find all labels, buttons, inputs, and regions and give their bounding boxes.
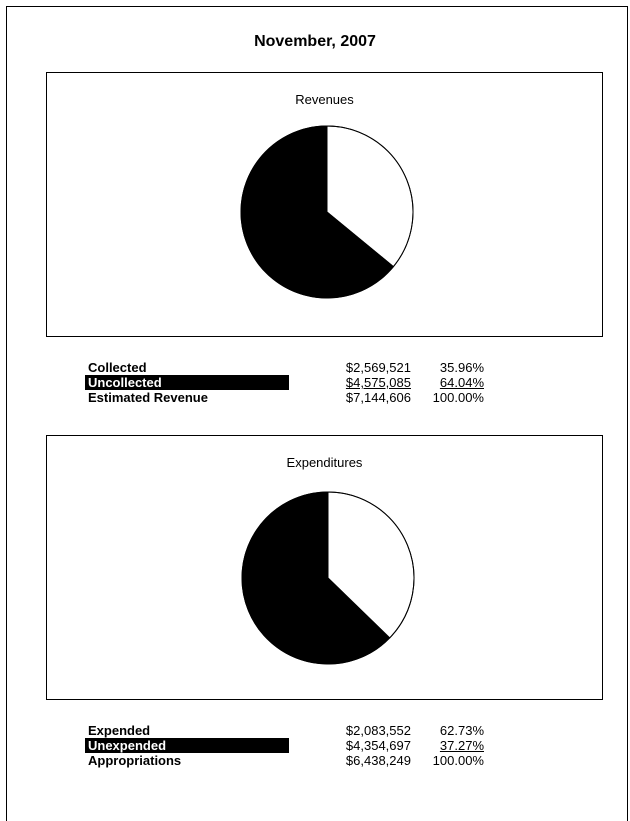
row-label: Appropriations <box>88 753 182 768</box>
row-amount: $6,438,249 <box>345 753 411 768</box>
row-amount: $2,569,521 <box>345 360 411 375</box>
row-percent: 100.00% <box>432 390 484 405</box>
row-label: Unexpended <box>85 738 289 753</box>
row-percent: 64.04% <box>439 375 484 390</box>
row-amount: $4,354,697 <box>345 738 411 753</box>
row-label: Collected <box>88 360 147 375</box>
expenditures-chart-title: Expenditures <box>286 455 363 470</box>
report-title: November, 2007 <box>254 33 376 50</box>
summary-row-estimated-revenue: Estimated Revenue $7,144,606 100.00% <box>85 390 545 405</box>
row-label: Uncollected <box>85 375 289 390</box>
row-percent: 62.73% <box>439 723 484 738</box>
page-frame <box>6 6 628 821</box>
summary-row-uncollected: Uncollected $4,575,085 64.04% <box>85 375 545 390</box>
row-label: Estimated Revenue <box>88 390 208 405</box>
expenditures-pie-svg <box>241 491 415 665</box>
row-label: Expended <box>88 723 151 738</box>
summary-row-expended: Expended $2,083,552 62.73% <box>85 723 545 738</box>
pie-outline <box>240 125 414 299</box>
summary-row-collected: Collected $2,569,521 35.96% <box>85 360 545 375</box>
summary-row-unexpended: Unexpended $4,354,697 37.27% <box>85 738 545 753</box>
revenues-chart: Revenues <box>46 72 603 337</box>
row-percent: 100.00% <box>432 753 484 768</box>
expenditures-chart: Expenditures <box>46 435 603 700</box>
revenues-chart-title: Revenues <box>295 92 354 107</box>
row-amount: $2,083,552 <box>345 723 411 738</box>
revenues-pie-svg <box>240 125 414 299</box>
row-percent: 37.27% <box>439 738 484 753</box>
summary-row-appropriations: Appropriations $6,438,249 100.00% <box>85 753 545 768</box>
row-percent: 35.96% <box>439 360 484 375</box>
row-amount: $4,575,085 <box>345 375 411 390</box>
expenditure-summary: Expended $2,083,552 62.73% Unexpended $4… <box>85 723 545 768</box>
revenue-summary: Collected $2,569,521 35.96% Uncollected … <box>85 360 545 405</box>
row-amount: $7,144,606 <box>345 390 411 405</box>
pie-outline <box>241 491 415 665</box>
